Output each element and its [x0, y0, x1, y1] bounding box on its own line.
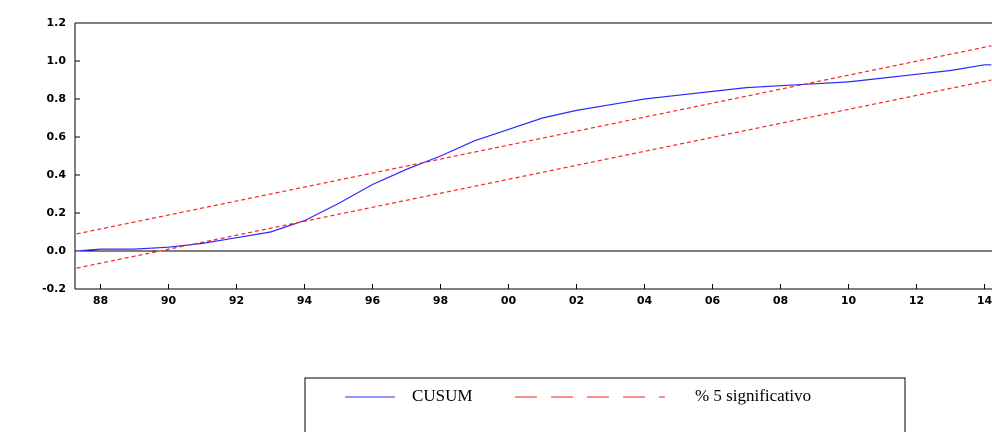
x-tick-label: 14 [977, 294, 992, 307]
x-tick-label: 94 [297, 294, 313, 307]
series-line [76, 79, 992, 269]
x-tick-label: 88 [93, 294, 108, 307]
y-tick-label: 0.2 [47, 206, 67, 219]
legend-label: CUSUM [412, 386, 472, 405]
y-tick-label: 0.8 [47, 92, 67, 105]
x-tick-label: 10 [841, 294, 857, 307]
x-tick-label: 04 [637, 294, 653, 307]
y-tick-label: 1.0 [47, 54, 67, 67]
legend-box [304, 377, 906, 432]
x-tick-label: 02 [569, 294, 584, 307]
x-tick-label: 06 [705, 294, 721, 307]
y-tick-label: 0.0 [47, 244, 67, 257]
series-line [76, 45, 992, 235]
x-tick-label: 08 [773, 294, 788, 307]
x-tick-label: 96 [365, 294, 381, 307]
y-tick-label: 0.6 [47, 130, 67, 143]
y-tick-label: 0.4 [47, 168, 67, 181]
x-tick-label: 00 [501, 294, 517, 307]
series-line [76, 64, 992, 252]
x-tick-label: 12 [909, 294, 924, 307]
x-tick-label: 90 [161, 294, 177, 307]
x-tick-label: 92 [229, 294, 244, 307]
y-tick-label: 1.2 [47, 16, 67, 29]
x-tick-label: 98 [433, 294, 448, 307]
y-tick-label: -0.2 [42, 282, 66, 295]
legend-label: % 5 significativo [695, 386, 811, 405]
